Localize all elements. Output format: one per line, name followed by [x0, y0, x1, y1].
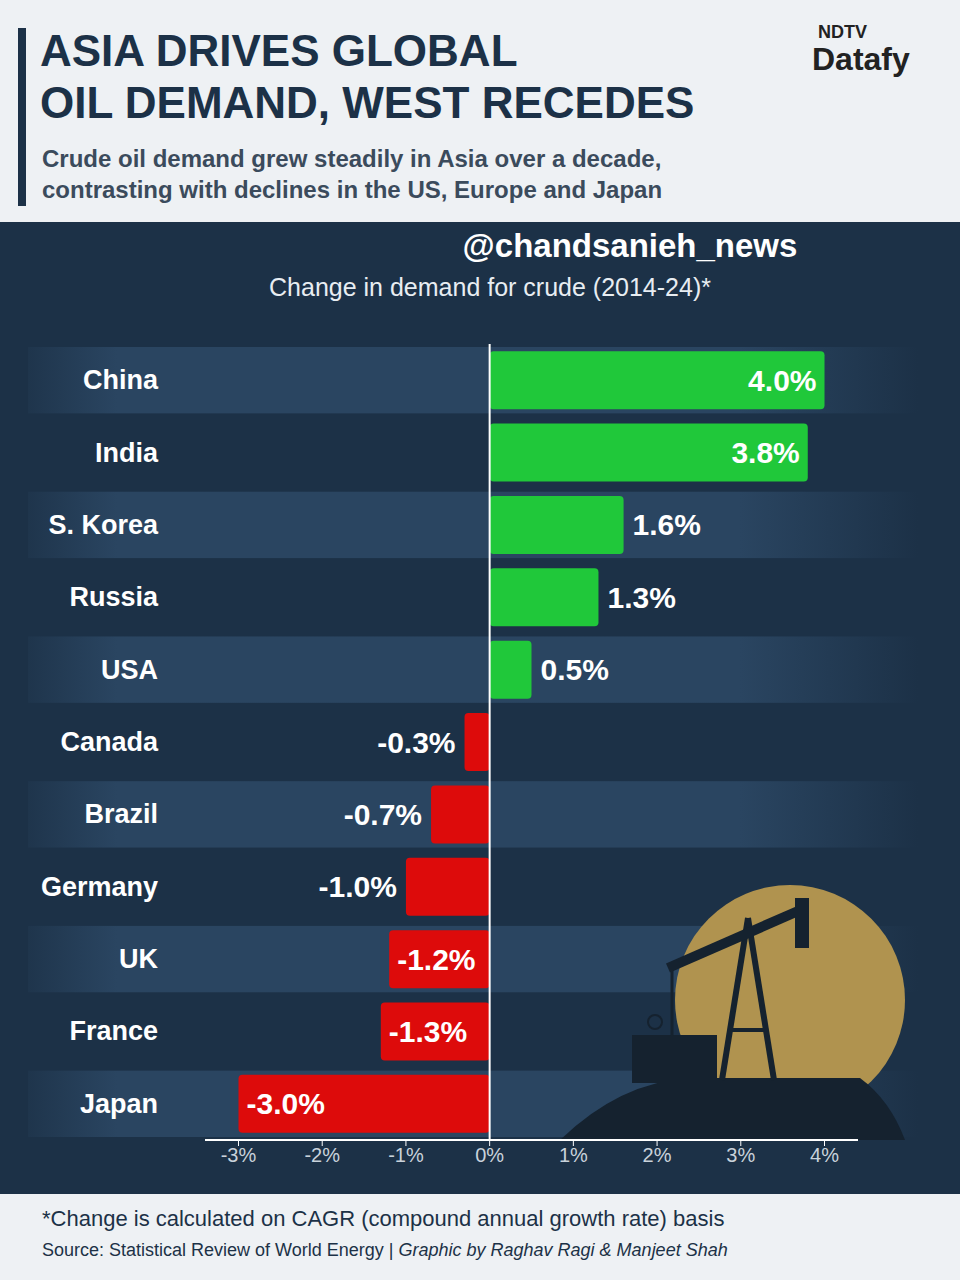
- svg-text:UK: UK: [119, 944, 158, 974]
- svg-text:-1.0%: -1.0%: [319, 870, 397, 903]
- html-text:@chandsanieh_news: @chandsanieh_news: [462, 227, 798, 264]
- svg-text:3.8%: 3.8%: [731, 436, 799, 469]
- svg-text:-1.2%: -1.2%: [397, 943, 475, 976]
- svg-text:4.0%: 4.0%: [748, 364, 816, 397]
- svg-text:Japan: Japan: [80, 1089, 158, 1119]
- svg-text:2%: 2%: [643, 1144, 672, 1166]
- html-text:ASIA DRIVES GLOBAL: ASIA DRIVES GLOBAL: [40, 26, 518, 75]
- svg-text:0%: 0%: [475, 1144, 504, 1166]
- svg-text:-3%: -3%: [221, 1144, 257, 1166]
- svg-text:0.5%: 0.5%: [541, 653, 609, 686]
- svg-text:1%: 1%: [559, 1144, 588, 1166]
- svg-text:-3.0%: -3.0%: [246, 1087, 324, 1120]
- svg-text:-1%: -1%: [388, 1144, 424, 1166]
- svg-text:4%: 4%: [810, 1144, 839, 1166]
- svg-text:France: France: [69, 1016, 158, 1046]
- html-text:NDTV: NDTV: [818, 22, 867, 42]
- svg-text:USA: USA: [101, 655, 158, 685]
- svg-text:-2%: -2%: [304, 1144, 340, 1166]
- svg-text:1.6%: 1.6%: [633, 508, 701, 541]
- svg-text:3%: 3%: [726, 1144, 755, 1166]
- svg-text:Brazil: Brazil: [84, 799, 158, 829]
- html-text:Change in demand for crude (20: Change in demand for crude (2014-24)*: [269, 273, 711, 301]
- html-text:Datafy: Datafy: [812, 41, 910, 77]
- svg-text:-0.3%: -0.3%: [377, 726, 455, 759]
- html-text:Crude oil demand grew steadily: Crude oil demand grew steadily in Asia o…: [42, 145, 662, 172]
- svg-text:-0.7%: -0.7%: [344, 798, 422, 831]
- html-text:Source: Statistical Review of: Source: Statistical Review of World Ener…: [42, 1240, 728, 1260]
- svg-text:S. Korea: S. Korea: [48, 510, 159, 540]
- svg-text:Germany: Germany: [41, 872, 158, 902]
- html-text:OIL DEMAND, WEST RECEDES: OIL DEMAND, WEST RECEDES: [40, 78, 695, 127]
- svg-text:Russia: Russia: [69, 582, 159, 612]
- svg-text:Canada: Canada: [60, 727, 159, 757]
- html-text:contrasting with declines in t: contrasting with declines in the US, Eur…: [42, 176, 663, 203]
- svg-text:-1.3%: -1.3%: [389, 1015, 467, 1048]
- svg-text:1.3%: 1.3%: [607, 581, 675, 614]
- svg-text:China: China: [83, 365, 159, 395]
- svg-text:India: India: [95, 438, 159, 468]
- html-text:*Change is calculated on CAGR: *Change is calculated on CAGR (compound …: [42, 1206, 725, 1231]
